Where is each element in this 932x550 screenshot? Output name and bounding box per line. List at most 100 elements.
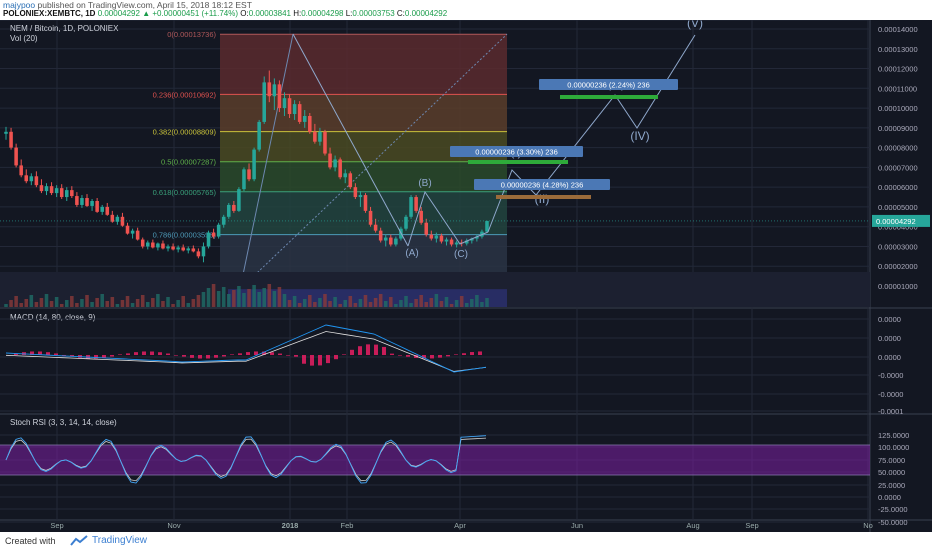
tradingview-brand[interactable]: TradingView (92, 535, 148, 546)
price-range-bar (560, 95, 658, 99)
fib-trend-line (239, 33, 508, 290)
volume-bar (19, 303, 23, 307)
candle-body (464, 240, 469, 244)
candle-body (404, 216, 408, 229)
close-value: 0.00004292 (404, 9, 448, 18)
volume-bar (262, 288, 266, 307)
last-price-tag (872, 214, 930, 227)
tradingview-logo-icon (70, 535, 88, 546)
macd-histogram-bar (174, 355, 178, 356)
volume-bar (383, 301, 388, 307)
candle-body (75, 196, 79, 205)
macd-histogram-bar (366, 344, 370, 355)
macd-line (5, 324, 487, 373)
macd-histogram-bar (278, 353, 282, 355)
macd-histogram-bar (294, 355, 298, 357)
macd-histogram-bar (158, 352, 162, 355)
trading-chart[interactable]: Sep Nov 2018 Feb Apr Jun Aug Sep No 0.00014000 0.0… (0, 20, 932, 532)
candle-body (201, 246, 206, 257)
abc-correction-line (407, 190, 489, 247)
publish-info: published on TradingView.com, April 15, … (37, 0, 252, 10)
macd-histogram-bar (150, 351, 154, 355)
candle-body (373, 224, 378, 231)
macd-histogram-bar (262, 351, 266, 355)
candle-body (232, 204, 236, 211)
candle-body (9, 131, 13, 148)
volume-bar (232, 290, 236, 307)
macd-title: MACD (14, 80, close, 9) (10, 313, 96, 322)
fib-level-label: 0.382(0.00008809) (153, 128, 217, 137)
author-link[interactable]: majypoo (3, 0, 36, 10)
macd-histogram-bar (142, 351, 146, 355)
y-tick-label: 0.00011000 (878, 84, 917, 93)
volume-bar (358, 299, 363, 307)
volume-bar (206, 288, 211, 307)
y-tick-label: 0.00002000 (878, 262, 918, 271)
macd-y-tick-label: -0.0000 (878, 371, 903, 380)
macd-histogram-bar (118, 354, 122, 355)
volume-bar (247, 289, 251, 307)
price-change: ▲ +0.00000451 (+11.74%) (142, 9, 239, 18)
macd-histogram-bar (70, 355, 74, 357)
macd-histogram-bar (326, 355, 330, 364)
volume-bar (313, 302, 317, 307)
volume-bar (145, 302, 150, 307)
macd-histogram-bar (246, 352, 250, 355)
volume-bar (454, 300, 459, 307)
price-range-box (539, 79, 678, 90)
macd-histogram-bar (286, 355, 290, 356)
candle-body (247, 169, 251, 180)
volume-bar (252, 285, 256, 307)
candle-body (110, 214, 115, 222)
fib-zone (220, 94, 507, 132)
candle-body (221, 216, 226, 225)
stoch-y-tick-label: -50.0000 (878, 518, 908, 527)
wave-down-line (292, 33, 409, 247)
macd-histogram-bar (54, 353, 58, 355)
volume-bar (70, 296, 74, 307)
candle-body (454, 242, 459, 245)
macd-histogram-bar (302, 355, 306, 364)
macd-histogram-bar (422, 355, 426, 359)
volume-bar (389, 297, 393, 307)
macd-histogram-bar (94, 355, 98, 359)
fib-level-label: 0.236(0.00010692) (153, 90, 217, 99)
price-range-label: 0.00000236 (2.24%) 236 (567, 81, 650, 90)
macd-histogram-bar (134, 352, 138, 355)
candle-body (302, 115, 307, 122)
y-tick-label: 0.00009000 (878, 124, 918, 133)
candle-body (328, 153, 332, 168)
candle-body (237, 189, 241, 211)
candle-body (348, 173, 353, 188)
candle-body (308, 115, 312, 132)
candle-body (135, 230, 140, 240)
candle-body (59, 188, 64, 198)
high-label: H: (293, 9, 302, 18)
y-tick-label: 0.00013000 (878, 45, 918, 54)
volume-bar (176, 300, 180, 307)
candle-body (287, 98, 292, 115)
candle-body (368, 210, 373, 225)
macd-histogram-bar (222, 355, 226, 357)
candle-body (378, 230, 383, 241)
volume-bar (110, 297, 115, 307)
stoch-y-tick-label: 125.0000 (878, 431, 909, 440)
low-label: L: (345, 9, 353, 18)
volume-bar (333, 297, 337, 307)
candle-body (151, 242, 155, 248)
candle-body (166, 246, 170, 249)
candle-body (383, 237, 388, 241)
volume-bar (318, 298, 322, 307)
candle-body (470, 238, 474, 241)
macd-histogram-bar (102, 355, 106, 358)
volume-bar (4, 304, 8, 307)
candle-body (216, 224, 221, 237)
macd-histogram-bar (214, 355, 218, 358)
macd-y-tick-label: 0.0000 (878, 353, 901, 362)
volume-bar (221, 287, 226, 307)
volume-bar (475, 295, 479, 307)
fib-zone (220, 161, 507, 192)
macd-histogram-bar (374, 344, 378, 355)
volume-bar (404, 296, 408, 307)
